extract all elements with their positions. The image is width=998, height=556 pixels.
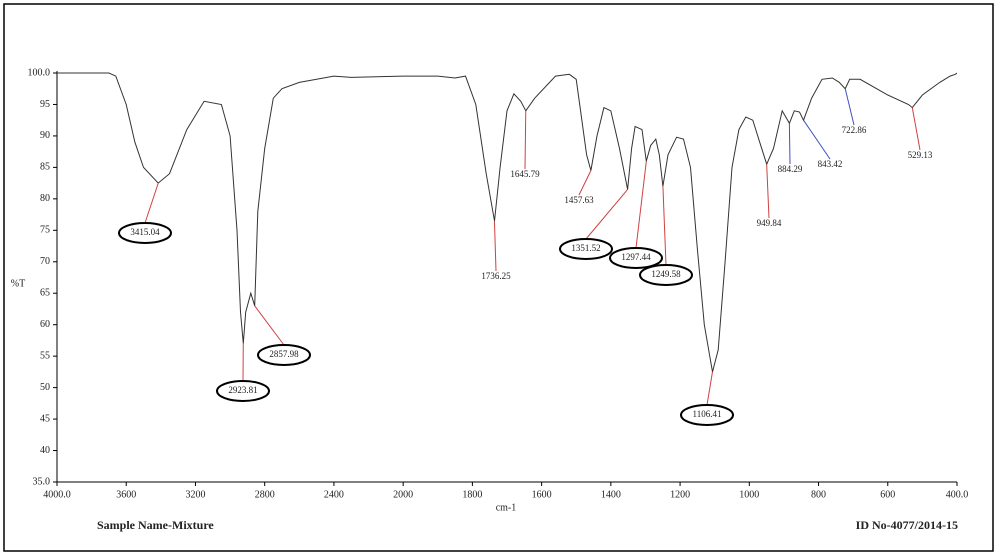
peak-label: 722.86 — [842, 125, 867, 135]
y-tick-label: 95 — [40, 99, 50, 110]
peak-circle — [639, 264, 693, 286]
peak-leader — [144, 182, 159, 224]
sample-id: ID No-4077/2014-15 — [856, 518, 958, 532]
peak-label: 1736.25 — [481, 271, 511, 281]
x-tick-label: 2400 — [324, 489, 344, 500]
sample-name: Sample Name-Mixture — [97, 518, 214, 532]
x-tick-label: 1000 — [739, 489, 759, 500]
peak-circle — [257, 344, 311, 366]
peak-leader — [493, 220, 497, 272]
peak-leader — [788, 123, 791, 165]
y-tick-label: 70 — [40, 256, 50, 267]
x-tick-label: 800 — [811, 489, 826, 500]
y-axis-label: %T — [11, 278, 25, 289]
x-tick-label: 600 — [880, 489, 895, 500]
peak-leader — [524, 110, 527, 170]
peak-label: 529.13 — [908, 150, 933, 160]
y-tick-label: 80 — [40, 193, 50, 204]
peak-label: 1249.58 — [651, 269, 681, 279]
y-tick-label: 65 — [40, 288, 50, 299]
y-tick-label: 45 — [40, 413, 50, 424]
spectrum-line — [57, 72, 958, 373]
peak-leader — [635, 161, 647, 249]
y-tick-label: 90 — [40, 130, 50, 141]
peak-circle — [680, 404, 734, 426]
peak-label: 1351.52 — [571, 243, 600, 253]
peak-circle — [609, 247, 663, 269]
x-tick-label: 3200 — [185, 489, 205, 500]
y-tick-label: 40 — [40, 445, 50, 456]
x-tick-label: 3600 — [116, 489, 136, 500]
y-tick-label: 35.0 — [33, 476, 51, 487]
peak-label: 884.29 — [778, 164, 803, 174]
peak-label: 843.42 — [818, 159, 843, 169]
x-tick-label: 2000 — [393, 489, 413, 500]
peak-label: 1457.63 — [564, 195, 594, 205]
peak-label: 949.84 — [757, 218, 782, 228]
peak-circle — [559, 238, 613, 260]
peak-circle — [118, 222, 172, 244]
peak-label: 1297.44 — [621, 252, 651, 262]
peak-label: 2923.81 — [228, 385, 257, 395]
peak-leader — [254, 305, 285, 346]
x-axis-label: cm-1 — [496, 502, 517, 513]
y-tick-label: 50 — [40, 382, 50, 393]
frame — [3, 3, 994, 552]
peak-label: 1645.79 — [510, 169, 540, 179]
peak-circle — [216, 380, 270, 402]
peak-label: 3415.04 — [130, 227, 160, 237]
peak-leader — [662, 186, 667, 266]
peak-label: 2857.98 — [269, 349, 299, 359]
x-tick-label: 1800 — [462, 489, 482, 500]
x-tick-label: 1200 — [670, 489, 690, 500]
y-tick-label: 75 — [40, 225, 50, 236]
peak-leader — [766, 164, 770, 219]
peak-leader — [585, 189, 629, 240]
peak-leader — [578, 170, 592, 196]
peak-leader — [706, 371, 713, 406]
peak-leader — [911, 107, 921, 151]
y-tick-label: 55 — [40, 350, 50, 361]
x-tick-label: 1600 — [532, 489, 552, 500]
peak-leader — [844, 88, 855, 126]
y-tick-label: 100.0 — [28, 67, 51, 78]
x-tick-label: 2800 — [255, 489, 275, 500]
peak-leader — [803, 119, 831, 160]
y-tick-label: 85 — [40, 162, 50, 173]
x-tick-label: 4000.0 — [43, 489, 71, 500]
y-tick-label: 60 — [40, 319, 50, 330]
x-tick-label: 400.0 — [946, 489, 969, 500]
peak-label: 1106.41 — [693, 409, 722, 419]
x-tick-label: 1400 — [601, 489, 621, 500]
